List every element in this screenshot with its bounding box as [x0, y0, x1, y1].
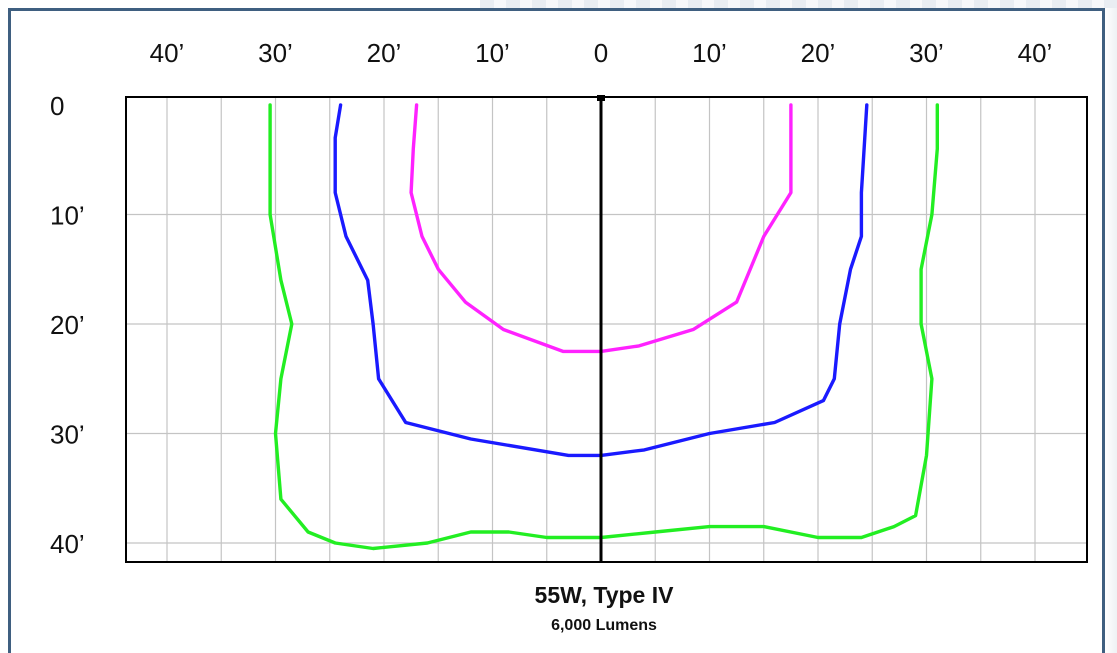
- x-tick-label: 10’: [475, 38, 510, 68]
- x-tick-label: 10’: [692, 38, 727, 68]
- y-tick-labels: 0 10’ 20’ 30’ 40’: [50, 91, 85, 559]
- x-tick-label: 30’: [258, 38, 293, 68]
- x-tick-label: 20’: [367, 38, 402, 68]
- plot-border: [125, 96, 1088, 563]
- isoline-series-1: [409, 103, 793, 354]
- top-edge-strip: [480, 0, 1117, 8]
- right-edge-shade: [1105, 8, 1117, 653]
- y-tick-label: 0: [50, 91, 64, 121]
- y-tick-label: 20’: [50, 310, 85, 340]
- x-tick-label: 40’: [1018, 38, 1053, 68]
- x-tick-label: 0: [594, 38, 608, 68]
- chart-subtitle: 6,000 Lumens: [551, 617, 657, 634]
- y-tick-label: 10’: [50, 201, 85, 231]
- chart-grid: [126, 97, 1087, 562]
- y-tick-label: 40’: [50, 529, 85, 559]
- x-tick-label: 40’: [150, 38, 185, 68]
- x-tick-labels: 40’ 30’ 20’ 10’ 0 10’ 20’ 30’ 40’: [150, 38, 1053, 68]
- chart-series: [268, 95, 939, 562]
- x-tick-label: 30’: [909, 38, 944, 68]
- chart-title: 55W, Type IV: [535, 582, 675, 608]
- x-tick-label: 20’: [801, 38, 836, 68]
- isoline-series-3: [268, 103, 939, 551]
- y-tick-label: 30’: [50, 420, 85, 450]
